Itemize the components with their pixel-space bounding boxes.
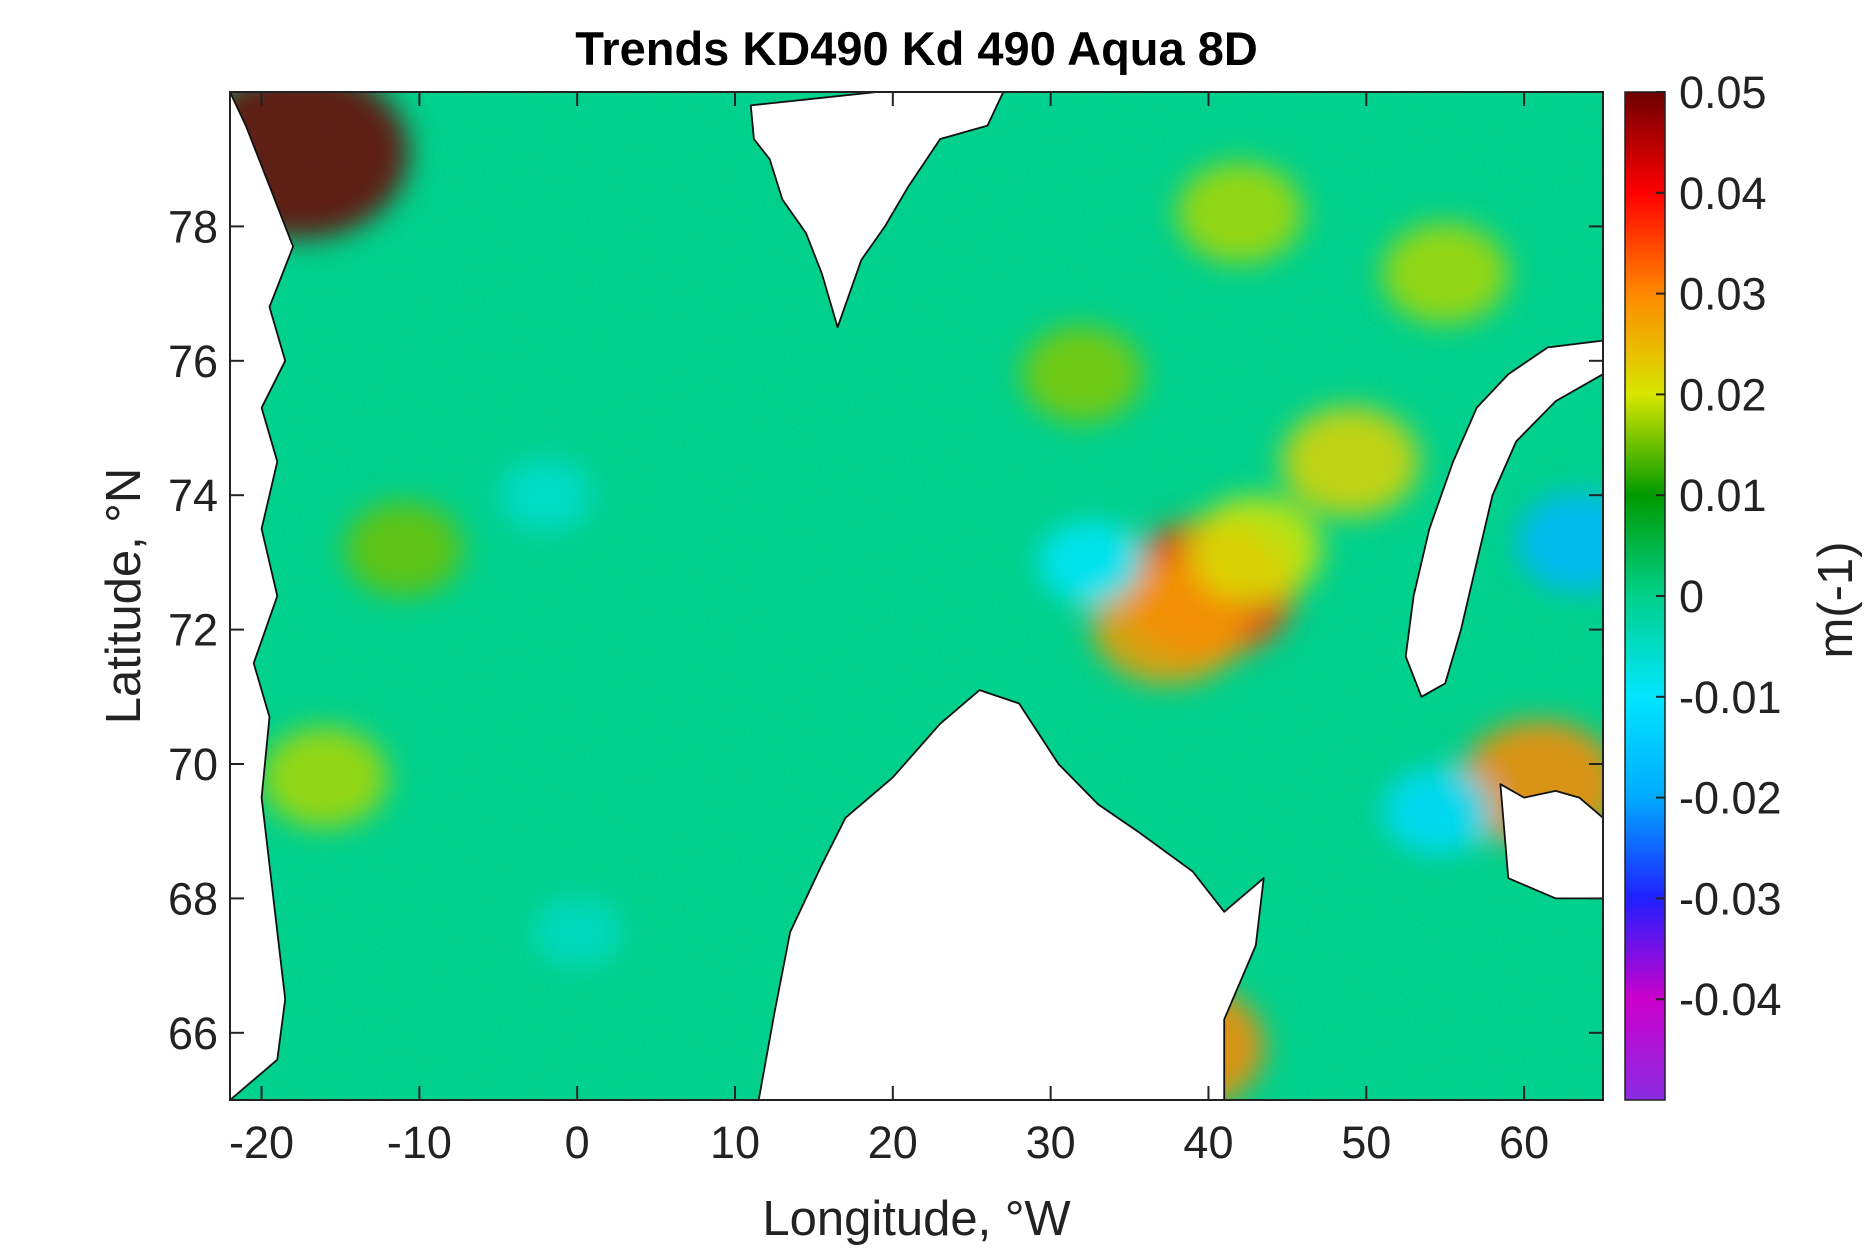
y-tick-label: 68 bbox=[168, 873, 218, 924]
x-tick-label: 0 bbox=[565, 1117, 590, 1168]
anomaly-high-4 bbox=[1381, 222, 1509, 324]
colorbar-label: m(-1) bbox=[1809, 541, 1863, 658]
chart-title: Trends KD490 Kd 490 Aqua 8D bbox=[575, 22, 1258, 75]
colorbar-tick-label: -0.03 bbox=[1679, 873, 1782, 924]
land-1 bbox=[230, 92, 294, 1100]
colorbar-ticks: 0.05 0.04 0.03 0.02 0.01 0 -0.01 -0.02 -0.03 -0.0… bbox=[1656, 67, 1782, 1025]
x-tick-label: -10 bbox=[387, 1117, 452, 1168]
colorbar-tick-label: 0 bbox=[1679, 571, 1704, 622]
plot-frame bbox=[229, 91, 1604, 1101]
y-tick-label: 70 bbox=[168, 739, 218, 790]
anomaly-high-2 bbox=[1189, 496, 1322, 602]
land-0 bbox=[757, 689, 1265, 1100]
x-axis-label: Longitude, °W bbox=[762, 1192, 1071, 1246]
anomaly-low-14 bbox=[1038, 520, 1143, 605]
anomaly-low-13 bbox=[1516, 491, 1603, 593]
colorbar-tick-label: 0.01 bbox=[1679, 470, 1767, 521]
anomaly-high-5 bbox=[1176, 162, 1304, 264]
colorbar-tick-label: 0.05 bbox=[1679, 67, 1767, 118]
colorbar-tick-label: 0.03 bbox=[1679, 269, 1767, 320]
y-tick-label: 76 bbox=[168, 336, 218, 387]
anomaly-low-15 bbox=[1382, 767, 1493, 855]
y-tick-label: 74 bbox=[168, 470, 218, 521]
x-tick-label: 40 bbox=[1183, 1117, 1233, 1168]
colorbar-tick-label: 0.04 bbox=[1679, 168, 1767, 219]
x-axis-ticks: -20 -10 0 10 20 30 40 50 60 bbox=[229, 92, 1549, 1168]
anomaly-low-17 bbox=[532, 896, 623, 968]
anomaly-high-8 bbox=[344, 501, 463, 597]
colorbar-tick-label: -0.02 bbox=[1679, 773, 1782, 824]
anomaly-high-6 bbox=[1021, 325, 1143, 423]
x-tick-label: 10 bbox=[710, 1117, 760, 1168]
plot-area bbox=[230, 92, 1603, 1100]
x-tick-label: 20 bbox=[868, 1117, 918, 1168]
anomaly-high-7 bbox=[261, 726, 388, 828]
land-4 bbox=[1499, 783, 1603, 900]
land-masses bbox=[230, 92, 1603, 1100]
colorbar-tick-label: -0.04 bbox=[1679, 974, 1782, 1025]
y-tick-label: 72 bbox=[168, 605, 218, 656]
land-3 bbox=[1404, 339, 1603, 698]
x-tick-label: 30 bbox=[1026, 1117, 1076, 1168]
anomaly-high-3 bbox=[1281, 406, 1420, 517]
land-2 bbox=[749, 92, 1005, 329]
y-axis-label: Latitude, °N bbox=[97, 468, 151, 725]
y-tick-label: 66 bbox=[168, 1008, 218, 1059]
colorbar-tick-label: -0.01 bbox=[1679, 672, 1782, 723]
y-axis-ticks: 66 68 70 72 74 76 78 bbox=[168, 201, 1603, 1059]
anomaly-low-16 bbox=[499, 458, 593, 533]
x-tick-label: -20 bbox=[229, 1117, 294, 1168]
x-tick-label: 60 bbox=[1499, 1117, 1549, 1168]
colorbar-tick-label: 0.02 bbox=[1679, 369, 1767, 420]
anomaly-high-1 bbox=[1091, 561, 1247, 685]
y-tick-label: 78 bbox=[168, 201, 218, 252]
x-tick-label: 50 bbox=[1341, 1117, 1391, 1168]
